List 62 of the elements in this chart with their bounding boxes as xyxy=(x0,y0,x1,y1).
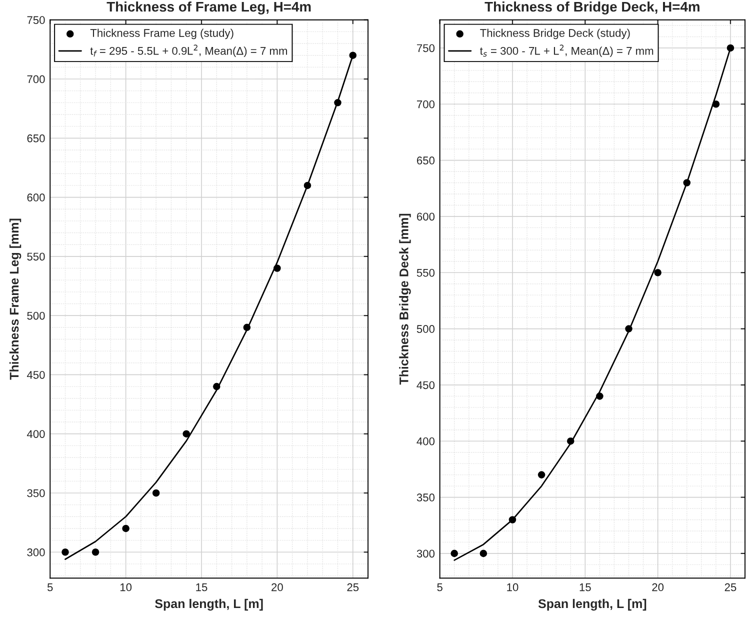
y-tick-label: 400 xyxy=(416,437,435,446)
point xyxy=(596,392,604,400)
legend-label: Thickness Frame Leg (study) xyxy=(90,28,234,40)
y-tick-label: 650 xyxy=(27,134,45,142)
point xyxy=(182,430,190,438)
point xyxy=(92,548,100,556)
y-tick-label: 300 xyxy=(27,548,45,556)
x-tick-label: 15 xyxy=(196,583,208,592)
y-tick-label: 350 xyxy=(27,489,45,498)
x-axis-title: Span length, L [m] xyxy=(538,598,646,611)
x-tick-label: 20 xyxy=(272,583,283,592)
point xyxy=(480,550,488,558)
legend-label: t$_{f}$ = 295 - 5.5L + 0.9L$^{2}$, Mean(Δ) = 7 mm xyxy=(90,44,287,57)
y-tick-label: 500 xyxy=(416,325,435,333)
x-tick-label: 15 xyxy=(580,583,591,592)
point xyxy=(334,99,342,106)
y-tick-label: 300 xyxy=(416,550,435,558)
y-tick-label: 750 xyxy=(27,16,45,24)
point xyxy=(152,489,160,497)
x-tick-label: 5 xyxy=(47,583,53,592)
y-tick-label: 650 xyxy=(416,156,435,164)
y-tick-label: 550 xyxy=(416,268,435,277)
y-tick-label: 350 xyxy=(416,494,435,502)
point xyxy=(274,264,281,272)
point xyxy=(349,52,357,59)
chart-title: Thickness of Bridge Deck, H=4m xyxy=(484,1,700,14)
y-axis-title: Thickness Bridge Deck [mm] xyxy=(399,214,411,385)
y-tick-label: 500 xyxy=(27,312,45,320)
point xyxy=(654,268,662,276)
x-tick-label: 20 xyxy=(652,583,664,592)
y-tick-label: 600 xyxy=(27,194,45,202)
x-tick-label: 5 xyxy=(437,583,442,592)
point xyxy=(625,325,632,332)
point xyxy=(62,548,69,556)
legend-label: t$_{s}$ = 300 - 7L + L$^{2}$, Mean(Δ) = 7 mm xyxy=(480,44,654,57)
point xyxy=(566,437,574,445)
x-tick-label: 25 xyxy=(347,583,359,592)
point xyxy=(122,524,130,532)
y-tick-label: 550 xyxy=(27,252,45,261)
point xyxy=(508,516,516,524)
point xyxy=(304,182,312,190)
x-tick-label: 10 xyxy=(120,583,132,592)
legend-label: Thickness Bridge Deck (study) xyxy=(480,28,630,40)
point xyxy=(212,382,220,390)
point xyxy=(538,471,546,478)
x-axis-title: Span length, L [m] xyxy=(155,598,263,611)
y-axis-title: Thickness Frame Leg [mm] xyxy=(9,218,22,380)
y-tick-label: 450 xyxy=(416,381,435,390)
x-tick-label: 10 xyxy=(507,583,518,592)
y-tick-label: 700 xyxy=(27,75,45,84)
point xyxy=(712,100,720,108)
x-tick-label: 25 xyxy=(724,583,736,592)
point xyxy=(450,550,458,558)
point xyxy=(243,324,251,332)
point xyxy=(726,44,734,52)
chart-title: Thickness of Frame Leg, H=4m xyxy=(106,1,311,14)
y-tick-label: 750 xyxy=(416,44,435,52)
point xyxy=(683,179,691,186)
y-tick-label: 700 xyxy=(416,100,435,108)
y-tick-label: 450 xyxy=(26,370,45,379)
y-tick-label: 400 xyxy=(26,430,45,438)
y-tick-label: 600 xyxy=(416,212,435,221)
